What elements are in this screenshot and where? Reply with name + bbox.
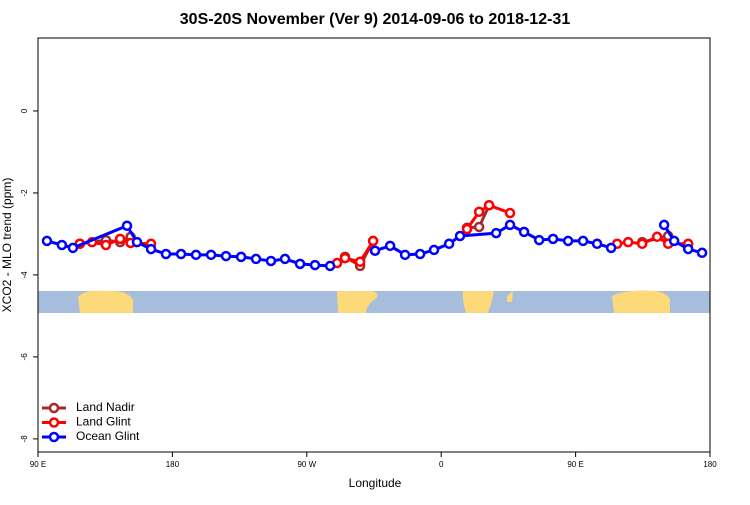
point	[279, 253, 291, 265]
point	[490, 227, 502, 239]
point	[384, 240, 396, 252]
point	[220, 250, 232, 262]
x-tick-label: 0	[439, 460, 444, 469]
point	[145, 243, 157, 255]
point	[591, 238, 603, 250]
chart-title: 30S-20S November (Ver 9) 2014-09-06 to 2…	[180, 11, 571, 28]
point	[56, 239, 68, 251]
x-tick-label: 180	[703, 460, 717, 469]
land-patch	[507, 291, 513, 302]
land-patch	[612, 290, 670, 313]
point	[114, 233, 126, 245]
y-tick-label: -8	[20, 435, 29, 443]
legend-marker	[48, 402, 60, 414]
land-patch	[462, 291, 494, 313]
ocean-band	[38, 291, 710, 313]
point	[309, 259, 321, 271]
point	[339, 252, 351, 264]
y-tick-label: -4	[20, 271, 29, 279]
point	[131, 236, 143, 248]
point	[100, 239, 112, 251]
point	[367, 235, 379, 247]
x-axis-label: Longitude	[349, 476, 402, 490]
legend-label: Ocean Glint	[76, 429, 140, 443]
point	[473, 206, 485, 218]
point	[369, 245, 381, 256]
point	[294, 258, 306, 270]
point	[41, 235, 53, 247]
point	[518, 226, 530, 238]
point	[190, 249, 202, 261]
point	[562, 235, 574, 247]
point	[354, 256, 366, 268]
point	[428, 244, 440, 256]
x-tick-label: 180	[166, 460, 180, 469]
point	[67, 242, 79, 254]
point	[605, 242, 617, 254]
series-line	[79, 203, 689, 265]
point	[533, 234, 545, 246]
point	[473, 221, 485, 233]
point	[577, 235, 589, 247]
x-tick-label: 90 E	[30, 460, 46, 469]
point	[121, 220, 133, 231]
map-strip	[38, 290, 710, 313]
legend-label: Land Nadir	[76, 400, 135, 414]
legend-label: Land Glint	[76, 415, 131, 429]
point	[399, 249, 411, 261]
point	[651, 231, 663, 243]
legend-marker	[48, 417, 60, 428]
point	[443, 238, 455, 250]
point	[324, 260, 336, 272]
y-tick-label: 0	[20, 108, 29, 113]
point	[668, 235, 680, 247]
point	[265, 255, 277, 267]
point	[414, 248, 426, 260]
y-tick-label: -6	[20, 353, 29, 361]
point	[504, 207, 516, 219]
point	[547, 233, 559, 245]
land-patch	[337, 291, 378, 313]
legend-marker	[48, 431, 60, 443]
point	[175, 248, 187, 260]
x-tick-label: 90 W	[297, 460, 316, 469]
y-tick-label: -2	[20, 189, 29, 197]
point	[461, 223, 473, 235]
plot-frame	[37, 37, 711, 453]
point	[235, 251, 247, 263]
point	[483, 199, 495, 211]
x-tick-label: 90 E	[567, 460, 583, 469]
point	[160, 248, 172, 260]
point	[696, 247, 708, 259]
land-patch	[78, 290, 133, 313]
point	[205, 249, 217, 261]
point	[250, 253, 262, 265]
point	[682, 243, 694, 255]
y-axis-label: XCO2 - MLO trend (ppm)	[0, 178, 14, 313]
point	[636, 238, 648, 250]
point	[658, 219, 670, 231]
point	[454, 230, 466, 242]
point	[622, 236, 634, 248]
point	[504, 219, 516, 231]
